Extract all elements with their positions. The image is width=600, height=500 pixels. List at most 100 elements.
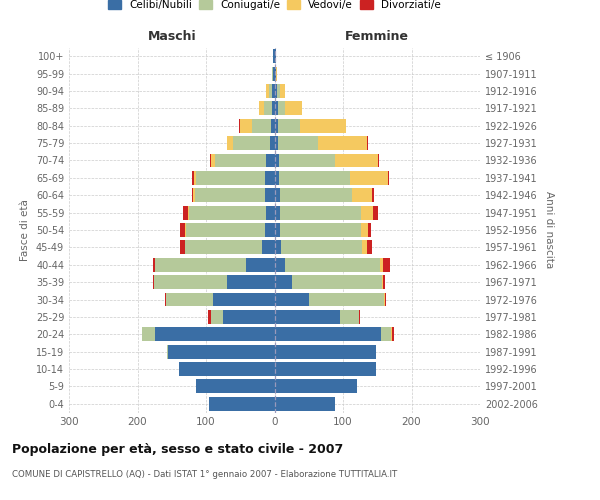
Bar xyxy=(392,328,394,341)
Bar xyxy=(266,154,275,168)
Bar xyxy=(368,223,371,237)
Bar xyxy=(388,171,389,185)
Bar xyxy=(191,188,193,202)
Bar xyxy=(195,188,265,202)
Bar xyxy=(275,310,340,324)
Bar xyxy=(275,223,280,237)
Bar xyxy=(373,188,374,202)
Bar xyxy=(233,136,270,150)
Bar xyxy=(265,171,275,185)
Bar xyxy=(191,171,194,185)
Y-axis label: Fasce di età: Fasce di età xyxy=(20,199,30,261)
Bar xyxy=(265,188,275,202)
Bar xyxy=(213,292,275,306)
Bar xyxy=(373,206,378,220)
Bar xyxy=(280,223,361,237)
Bar xyxy=(384,292,385,306)
Bar xyxy=(361,206,373,220)
Bar xyxy=(142,328,155,341)
Bar xyxy=(196,171,265,185)
Bar xyxy=(209,397,275,411)
Bar xyxy=(278,154,335,168)
Bar xyxy=(275,102,278,116)
Bar xyxy=(211,154,215,168)
Bar xyxy=(275,292,309,306)
Bar xyxy=(378,154,379,168)
Bar xyxy=(266,206,275,220)
Bar xyxy=(154,275,227,289)
Bar xyxy=(317,136,367,150)
Bar xyxy=(278,136,317,150)
Bar xyxy=(179,362,275,376)
Bar xyxy=(155,328,275,341)
Bar xyxy=(211,310,223,324)
Y-axis label: Anni di nascita: Anni di nascita xyxy=(544,192,554,268)
Bar xyxy=(155,258,246,272)
Bar xyxy=(275,397,335,411)
Text: Femmine: Femmine xyxy=(345,30,409,43)
Bar xyxy=(185,240,262,254)
Bar xyxy=(227,275,275,289)
Bar xyxy=(361,223,368,237)
Bar xyxy=(262,240,275,254)
Bar xyxy=(180,223,185,237)
Bar xyxy=(275,258,286,272)
Bar xyxy=(309,292,384,306)
Bar xyxy=(383,275,385,289)
Bar xyxy=(194,171,196,185)
Bar xyxy=(335,154,378,168)
Bar xyxy=(275,240,281,254)
Bar xyxy=(152,258,155,272)
Bar xyxy=(227,136,233,150)
Bar xyxy=(275,380,356,394)
Bar xyxy=(359,310,360,324)
Bar xyxy=(300,119,346,132)
Bar xyxy=(196,380,275,394)
Bar xyxy=(223,310,275,324)
Bar xyxy=(292,275,382,289)
Bar xyxy=(189,206,266,220)
Bar xyxy=(186,223,265,237)
Bar xyxy=(215,154,266,168)
Bar xyxy=(183,206,188,220)
Bar xyxy=(167,344,169,358)
Bar xyxy=(367,240,372,254)
Bar xyxy=(272,102,275,116)
Bar xyxy=(380,328,391,341)
Bar xyxy=(269,84,272,98)
Bar xyxy=(275,66,276,80)
Bar xyxy=(275,328,380,341)
Bar xyxy=(280,188,352,202)
Text: Maschi: Maschi xyxy=(148,30,196,43)
Bar xyxy=(169,344,275,358)
Bar xyxy=(350,171,388,185)
Bar xyxy=(275,206,280,220)
Text: Popolazione per età, sesso e stato civile - 2007: Popolazione per età, sesso e stato civil… xyxy=(12,442,343,456)
Legend: Celibi/Nubili, Coniugati/e, Vedovi/e, Divorziati/e: Celibi/Nubili, Coniugati/e, Vedovi/e, Di… xyxy=(104,0,445,14)
Bar xyxy=(352,188,373,202)
Bar xyxy=(391,328,392,341)
Bar xyxy=(275,188,280,202)
Bar xyxy=(185,223,186,237)
Bar xyxy=(252,119,271,132)
Bar xyxy=(280,206,361,220)
Bar xyxy=(210,154,211,168)
Bar xyxy=(281,240,362,254)
Bar xyxy=(278,119,300,132)
Bar xyxy=(270,136,275,150)
Bar xyxy=(272,66,273,80)
Bar xyxy=(259,102,264,116)
Bar xyxy=(383,258,390,272)
Text: COMUNE DI CAPISTRELLO (AQ) - Dati ISTAT 1° gennaio 2007 - Elaborazione TUTTITALI: COMUNE DI CAPISTRELLO (AQ) - Dati ISTAT … xyxy=(12,470,397,479)
Bar xyxy=(382,275,383,289)
Bar xyxy=(275,154,278,168)
Bar xyxy=(272,84,275,98)
Bar xyxy=(276,66,277,80)
Bar xyxy=(275,344,376,358)
Bar xyxy=(286,258,380,272)
Bar xyxy=(275,119,278,132)
Bar xyxy=(166,292,213,306)
Bar xyxy=(278,171,350,185)
Bar xyxy=(193,188,195,202)
Bar xyxy=(275,49,276,63)
